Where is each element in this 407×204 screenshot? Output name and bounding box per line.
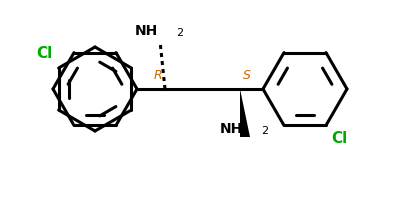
- Text: S: S: [243, 69, 251, 82]
- Text: 2: 2: [261, 125, 268, 135]
- Text: 2: 2: [176, 28, 183, 38]
- Text: NH: NH: [220, 121, 243, 135]
- Text: R: R: [153, 69, 162, 82]
- Text: Cl: Cl: [36, 46, 52, 61]
- Text: NH: NH: [135, 24, 158, 38]
- Polygon shape: [240, 90, 250, 137]
- Text: Cl: Cl: [331, 131, 347, 146]
